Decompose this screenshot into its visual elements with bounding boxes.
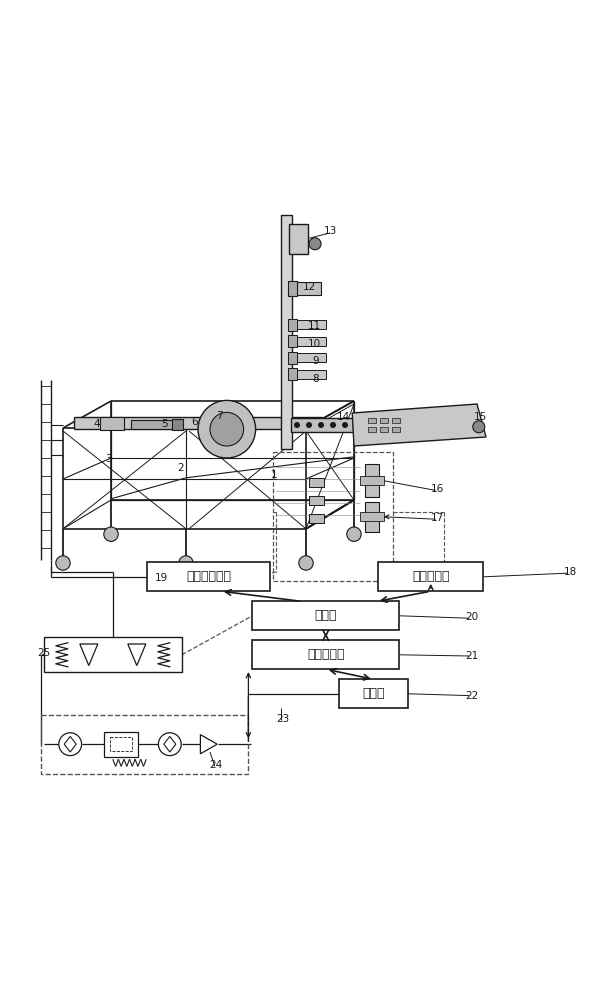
Circle shape: [342, 422, 348, 428]
Bar: [148, 562, 271, 591]
Circle shape: [104, 527, 118, 541]
Circle shape: [309, 238, 321, 250]
Text: 17: 17: [431, 513, 444, 523]
Bar: [294, 282, 320, 295]
Bar: [44, 637, 182, 672]
Bar: [380, 427, 388, 432]
Bar: [100, 417, 124, 430]
Bar: [131, 420, 176, 429]
Text: 端子板: 端子板: [314, 609, 337, 622]
Bar: [365, 464, 379, 497]
Text: 15: 15: [474, 412, 487, 422]
Text: 20: 20: [465, 612, 478, 622]
Text: 压电放大电路: 压电放大电路: [186, 570, 232, 583]
Bar: [360, 476, 384, 485]
Text: 16: 16: [431, 484, 444, 494]
Text: 9: 9: [312, 356, 319, 366]
Circle shape: [294, 422, 300, 428]
Bar: [253, 640, 400, 669]
Text: 电荷放大器: 电荷放大器: [412, 570, 449, 583]
Circle shape: [473, 421, 485, 433]
Bar: [378, 562, 483, 591]
Polygon shape: [352, 404, 486, 446]
Circle shape: [158, 733, 181, 756]
Text: 22: 22: [465, 691, 478, 701]
Bar: [368, 427, 376, 432]
Polygon shape: [128, 644, 146, 666]
Bar: [340, 679, 409, 708]
Polygon shape: [80, 644, 98, 666]
Bar: [288, 335, 296, 347]
Circle shape: [210, 412, 244, 446]
Bar: [74, 417, 323, 429]
Bar: [288, 319, 296, 331]
Bar: [310, 478, 325, 487]
Text: 5: 5: [161, 419, 167, 429]
Text: 运动控制卡: 运动控制卡: [307, 648, 344, 661]
Bar: [253, 601, 400, 630]
Bar: [288, 281, 296, 296]
Text: 14: 14: [337, 412, 350, 422]
Bar: [281, 215, 292, 449]
Bar: [293, 320, 325, 329]
Bar: [273, 452, 393, 581]
Bar: [172, 419, 183, 430]
Polygon shape: [164, 736, 176, 752]
Text: 4: 4: [93, 419, 100, 429]
Text: 2: 2: [177, 463, 184, 473]
Bar: [392, 418, 400, 423]
Circle shape: [179, 556, 193, 570]
Circle shape: [306, 422, 312, 428]
Circle shape: [330, 422, 336, 428]
Bar: [104, 732, 138, 757]
Circle shape: [299, 556, 313, 570]
Bar: [41, 715, 248, 774]
Text: 13: 13: [324, 226, 337, 236]
Text: 10: 10: [308, 339, 321, 349]
Circle shape: [56, 556, 70, 570]
Bar: [360, 512, 384, 521]
Circle shape: [59, 733, 82, 756]
Text: 1: 1: [271, 470, 278, 480]
Polygon shape: [200, 735, 217, 754]
Text: 3: 3: [105, 454, 112, 464]
Text: 12: 12: [303, 282, 316, 292]
Bar: [110, 737, 132, 751]
Text: 21: 21: [465, 651, 478, 661]
Text: 23: 23: [276, 714, 289, 724]
Bar: [293, 336, 325, 346]
Circle shape: [318, 422, 324, 428]
Text: 11: 11: [308, 321, 321, 331]
Circle shape: [347, 527, 361, 541]
Text: 18: 18: [564, 567, 577, 577]
Bar: [289, 224, 308, 254]
Bar: [310, 495, 325, 504]
Bar: [293, 369, 325, 378]
Bar: [288, 368, 296, 380]
Bar: [293, 353, 325, 362]
Bar: [368, 418, 376, 423]
Text: 6: 6: [191, 417, 197, 427]
Text: 7: 7: [216, 411, 223, 421]
Bar: [380, 418, 388, 423]
Circle shape: [198, 400, 256, 458]
Polygon shape: [64, 736, 76, 752]
Bar: [365, 502, 379, 532]
Text: 19: 19: [155, 573, 168, 583]
Text: 8: 8: [312, 374, 319, 384]
Text: 25: 25: [37, 648, 50, 658]
Text: 24: 24: [209, 760, 222, 770]
Bar: [310, 514, 325, 522]
Bar: [392, 427, 400, 432]
Text: 计算机: 计算机: [362, 687, 385, 700]
Bar: [291, 418, 357, 432]
Bar: [288, 352, 296, 364]
